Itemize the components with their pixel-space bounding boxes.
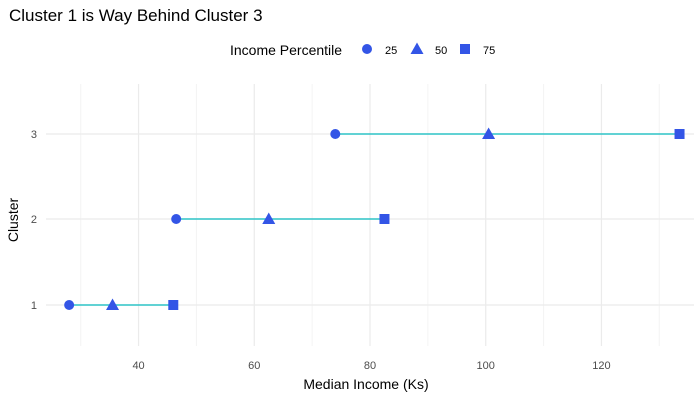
segments [69,133,680,306]
point-p50-cluster-1 [106,298,120,310]
y-tick-label: 3 [31,129,37,141]
point-p75-cluster-1 [168,300,179,310]
point-p25-cluster-1 [64,300,75,310]
legend-label: 25 [385,45,397,57]
x-tick-label: 100 [477,360,495,372]
point-p50-cluster-2 [262,212,276,224]
legend-key-triangle [410,42,424,54]
x-tick-label: 40 [132,360,144,372]
y-tick-label: 2 [31,214,37,226]
point-p75-cluster-3 [674,129,685,139]
x-tick-label: 120 [592,360,610,372]
legend-title: Income Percentile [230,42,342,58]
tick-labels: 40 60 80 100 120 1 2 3 [31,129,611,372]
legend-label: 50 [435,45,447,57]
point-p75-cluster-2 [379,214,390,224]
point-p50-cluster-3 [482,127,496,139]
point-p25-cluster-2 [171,214,182,224]
x-tick-label: 80 [364,360,376,372]
legend-label: 75 [483,45,495,57]
y-axis-label: Cluster [5,197,21,242]
legend: Income Percentile 25 50 75 [230,42,495,58]
y-tick-label: 1 [31,300,37,312]
chart-title: Cluster 1 is Way Behind Cluster 3 [9,6,263,25]
x-tick-label: 60 [248,360,260,372]
x-axis-label: Median Income (Ks) [303,376,428,392]
markers [64,127,685,310]
point-p25-cluster-3 [330,129,341,139]
legend-key-square [460,44,470,54]
grid [46,84,694,346]
legend-key-circle [362,44,372,54]
